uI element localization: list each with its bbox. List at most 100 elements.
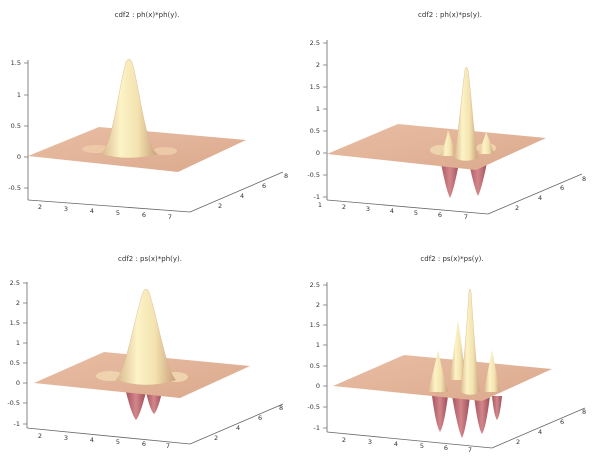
x-tick-label: 7 [468,446,472,454]
subplot-2-y-ticks: 2 4 6 8 [515,175,586,212]
x-tick-label: 2 [38,203,42,211]
subplot-4-peak [459,288,481,396]
z-tick-label: 0 [316,149,320,157]
y-tick-label: 2 [516,438,520,446]
x-tick-label: 5 [420,442,424,450]
z-tick-label: 2 [16,299,20,307]
subplot-4-surface [333,288,552,438]
subplot-1-x-ticks: 2 3 4 5 6 7 [38,203,172,221]
y-tick-label: 8 [284,172,288,180]
subplot-4-y-ticks: 2 4 6 8 [516,408,586,446]
z-tick-label: 0 [17,153,21,161]
subplot-3-peak [115,288,177,386]
subplot-2-side-peak [478,132,494,154]
z-tick-label: 2 [316,61,320,69]
x-tick-label: 5 [116,438,120,446]
x-tick-label: 5 [116,209,120,217]
subplot-4-side-peak [450,320,466,380]
subplot-1: cdf2 : ph(x)*ph(y). 1.5 1 0.5 0 -0.5 2 [8,11,288,221]
subplot-3-surface [34,288,250,420]
subplot-4-z-ticks: 2.5 2 1.5 1 0.5 0 -0.5 -1 [307,281,327,432]
subplot-1-z-ticks: 1.5 1 0.5 0 -0.5 [8,59,28,192]
subplot-1-ripple [153,147,177,155]
x-tick-label: 2 [342,436,346,444]
y-tick-label: 6 [560,418,564,426]
x-tick-label: 4 [390,207,394,215]
subplot-4-x-ticks: 2 3 4 5 6 7 [342,436,472,454]
z-tick-label: 1 [17,91,21,99]
x-tick-label: 6 [444,444,448,452]
z-tick-label: -0.5 [8,184,21,192]
z-tick-label: 1 [16,339,20,347]
z-tick-label: 0 [316,382,320,390]
subplot-4-title: cdf2 : ps(x)*ps(y). [420,255,483,263]
subplot-1-peak [99,58,159,159]
subplot-2-z-ticks: 2.5 2 1.5 1 0.5 0 -0.5 -1 [307,39,327,201]
y-tick-label: 8 [582,175,586,183]
z-tick-label: 1 [316,341,320,349]
x-tick-label: 4 [90,207,94,215]
subplot-1-title: cdf2 : ph(x)*ph(y). [115,11,180,19]
subplot-2: cdf2 : ph(x)*ps(y). 2.5 2 [307,11,586,221]
x-tick-label: 3 [366,205,370,213]
subplot-3-negative-lobe [126,392,146,420]
subplot-3-negative-lobe [146,392,162,414]
x-tick-label: 6 [142,440,146,448]
subplot-1-ripple [82,145,110,153]
z-tick-label: 2.5 [10,279,20,287]
x-tick-label: 3 [64,434,68,442]
y-tick-label: 8 [279,404,283,412]
z-tick-label: 0.5 [310,127,320,135]
subplot-2-peak [453,66,479,162]
z-tick-label: 0.5 [11,122,21,130]
x-tick-label: 4 [90,436,94,444]
y-tick-label: 2 [515,204,519,212]
z-tick-label: 2.5 [310,281,320,289]
subplot-2-title: cdf2 : ph(x)*ps(y). [418,11,482,19]
z-tick-label: -1 [314,193,320,201]
z-tick-label: 1.5 [310,83,320,91]
subplot-1-axes [27,60,284,213]
z-tick-label: 0.5 [10,359,20,367]
z-tick-label: -0.5 [307,171,320,179]
y-tick-label: 4 [538,428,542,436]
x-tick-label: 7 [166,442,170,450]
z-tick-label: -0.5 [307,403,320,411]
z-tick-label: 1.5 [310,321,320,329]
subplot-4-negative-lobe [474,396,490,434]
subplot-3-ripple [96,371,124,381]
y-tick-label: 4 [538,194,542,202]
z-tick-label: 1.5 [10,319,20,327]
x-tick-label: 2 [342,203,346,211]
subplot-4-side-peak [428,350,448,392]
subplot-2-side-peak [440,130,456,156]
x-tick-label: 3 [64,205,68,213]
y-tick-label: 2 [214,434,218,442]
x-tick-label: 7 [464,213,468,221]
x-tick-label: 3 [368,438,372,446]
z-tick-label: -0.5 [7,399,20,407]
x-tick-label: 7 [168,213,172,221]
subplot-1-y-ticks: 2 4 6 8 [218,172,288,210]
y-tick-label: 6 [258,414,262,422]
x-tick-label: 5 [414,209,418,217]
x-tick-label: 2 [38,432,42,440]
subplot-3-z-ticks: 2.5 2 1.5 1 0.5 0 -0.5 -1 [7,279,27,428]
y-tick-label: 8 [582,408,586,416]
subplot-2-negative-lobe [440,158,460,198]
subplot-4-side-peak [484,350,500,392]
y-tick-label: 6 [262,182,266,190]
x-tick-label: 1 [318,201,322,209]
subplot-2-x-ticks: 1 2 3 4 5 6 7 [318,201,468,221]
y-tick-label: 2 [218,202,222,210]
z-tick-label: 1.5 [11,59,21,67]
z-tick-label: 0 [16,379,20,387]
z-tick-label: 2.5 [310,39,320,47]
subplot-4-negative-lobe [492,396,502,420]
subplot-3-title: cdf2 : ps(x)*ph(y). [118,255,182,263]
z-tick-label: -1 [314,424,320,432]
x-tick-label: 6 [438,211,442,219]
subplot-3-y-ticks: 2 4 6 8 [214,404,283,442]
subplot-4-negative-lobe [432,396,448,432]
